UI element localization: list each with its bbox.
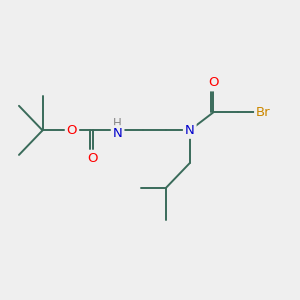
Text: O: O: [208, 76, 219, 89]
Text: H: H: [113, 117, 122, 130]
Text: N: N: [185, 124, 195, 137]
Text: N: N: [113, 127, 122, 140]
Text: Br: Br: [256, 106, 271, 119]
Text: O: O: [67, 124, 77, 137]
Text: O: O: [87, 152, 98, 165]
